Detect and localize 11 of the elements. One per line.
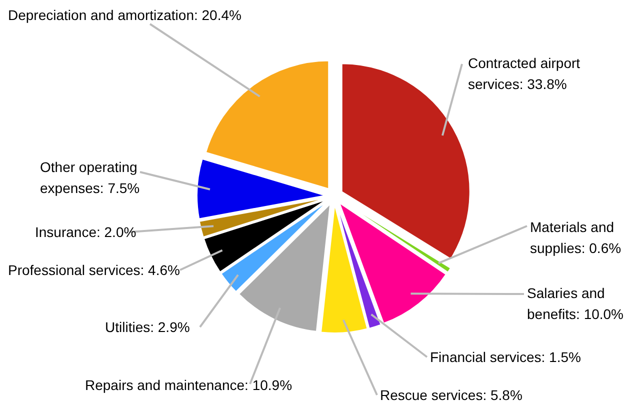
slice-label: Depreciation and amortization: 20.4% <box>8 7 242 23</box>
slice-label: Rescue services: 5.8% <box>380 387 522 403</box>
slice-label: Repairs and maintenance: 10.9% <box>85 377 292 393</box>
slice-label: Insurance: 2.0% <box>35 224 136 240</box>
slice-label: Other operating expenses: 7.5% <box>40 159 140 196</box>
slice-label: Utilities: 2.9% <box>105 319 190 335</box>
slice-label: Financial services: 1.5% <box>430 349 581 365</box>
slice-label: Materials and supplies: 0.6% <box>530 219 622 256</box>
slice-label: Professional services: 4.6% <box>8 262 180 278</box>
slice-label: Salaries and benefits: 10.0% <box>527 285 624 322</box>
slice-label: Contracted airport services: 33.8% <box>468 55 580 92</box>
